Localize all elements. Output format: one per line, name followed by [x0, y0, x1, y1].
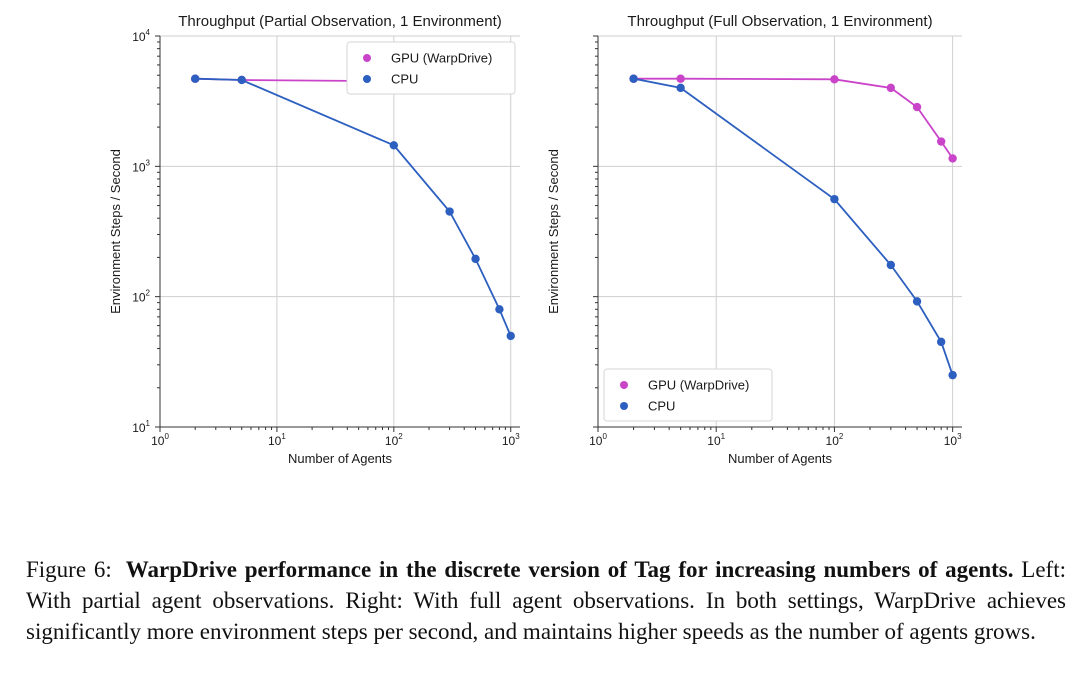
chart2-gpu-point — [936, 137, 946, 146]
chart2-y-axis-label: Environment Steps / Second — [546, 149, 561, 314]
chart2-x-tick-label: 103 — [944, 432, 962, 448]
chart1-legend-cpu-marker — [363, 75, 371, 83]
chart1-cpu-point — [389, 141, 399, 150]
chart2-legend-gpu-marker — [620, 381, 628, 389]
chart1-y-tick-label: 102 — [132, 289, 150, 305]
chart2-cpu-point — [936, 337, 946, 347]
chart2-legend-gpu-label: GPU (WarpDrive) — [648, 378, 749, 393]
chart2-legend: GPU (WarpDrive) CPU — [603, 368, 773, 422]
chart1-cpu-point — [471, 254, 480, 264]
chart2-cpu-point — [912, 297, 922, 306]
chart2-plot: 100 101 102 103 Throughput (Full Observation… — [546, 13, 962, 466]
figure-caption: Figure 6: WarpDrive performance in the di… — [26, 554, 1066, 647]
chart2-title: Throughput (Full Observation, 1 Environm… — [627, 13, 932, 30]
chart1-cpu-point — [237, 75, 246, 85]
chart1-cpu-point — [506, 331, 515, 341]
chart2-gpu-point — [912, 102, 922, 112]
chart2-cpu-point — [886, 260, 896, 270]
chart1-y-tick-label: 101 — [132, 419, 150, 435]
chart2-gpu-point — [676, 74, 685, 83]
chart1-y-tick-label: 104 — [132, 28, 150, 44]
caption-bold-title: WarpDrive performance in the discrete ve… — [125, 557, 1014, 582]
chart1-legend-gpu-marker — [363, 54, 371, 62]
chart2-x-tick-label: 101 — [707, 432, 725, 448]
caption-label: Figure 6: — [26, 557, 112, 582]
chart2-gpu-point — [886, 83, 896, 93]
chart2-cpu-point — [629, 74, 638, 83]
chart1-legend-gpu-label: GPU (WarpDrive) — [391, 51, 492, 66]
chart2-cpu-point — [948, 370, 957, 380]
chart1-x-tick-label: 103 — [502, 432, 520, 448]
chart1-x-tick-label: 100 — [151, 432, 169, 448]
chart2-cpu-point — [676, 83, 685, 93]
chart2-gpu-point — [830, 75, 839, 84]
chart1-y-axis-label: Environment Steps / Second — [108, 149, 123, 314]
chart2-legend-cpu-marker — [620, 402, 628, 410]
chart1-cpu-line — [195, 77, 512, 337]
chart1-cpu-point — [190, 74, 200, 83]
caption-text: Left: With partial agent observations. R… — [26, 557, 1066, 644]
chart1-y-tick-label: 103 — [132, 158, 150, 174]
chart2-legend-cpu-label: CPU — [648, 399, 675, 414]
chart1-legend: GPU (WarpDrive) CPU — [346, 41, 516, 95]
chart2-cpu-line — [633, 77, 954, 376]
chart2-cpu-point — [830, 194, 839, 204]
chart2-x-tick-label: 102 — [826, 432, 844, 448]
chart2-x-tick-label: 100 — [589, 432, 607, 448]
chart2-legend-box — [603, 368, 773, 422]
chart1-cpu-point — [445, 207, 454, 216]
chart2-x-axis-label: Number of Agents — [728, 451, 833, 466]
chart1-x-axis-label: Number of Agents — [288, 451, 393, 466]
chart1-x-tick-label: 102 — [385, 432, 403, 448]
chart1-x-tick-label: 101 — [268, 432, 286, 448]
chart2-gpu-point — [948, 154, 957, 163]
chart1-cpu-point — [495, 305, 504, 314]
chart1-legend-cpu-label: CPU — [391, 72, 418, 87]
chart1-title: Throughput (Partial Observation, 1 Envir… — [178, 13, 502, 30]
chart1-legend-box — [346, 41, 516, 95]
